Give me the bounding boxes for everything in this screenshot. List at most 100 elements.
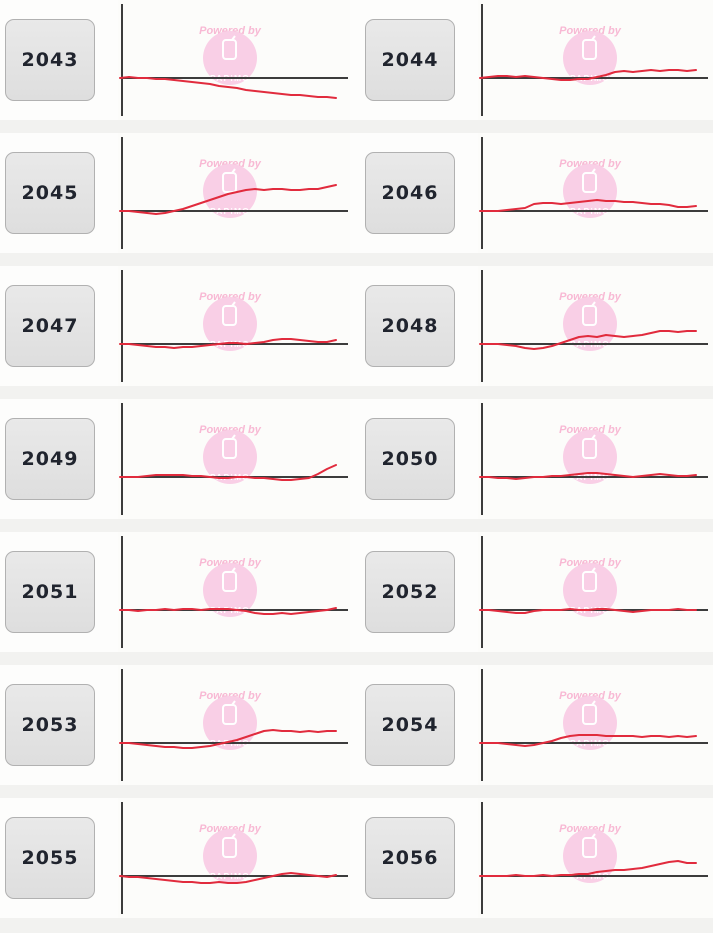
- machine-number-button-2043[interactable]: 2043: [5, 19, 95, 101]
- slump-line: [479, 608, 697, 614]
- powered-by-text: Powered by: [199, 158, 262, 170]
- machine-number-button-2049[interactable]: 2049: [5, 418, 95, 500]
- machine-number-button-2046[interactable]: 2046: [365, 152, 455, 234]
- slump-chart-2056: Powered by PAPiMO: [478, 798, 713, 918]
- machine-row: 2043 Powered by PAPiMO 2044 Powered by PAPiMO: [0, 0, 713, 120]
- machine-number-wrap: 2055: [0, 798, 118, 918]
- machine-number-wrap: 2053: [0, 665, 118, 785]
- slump-chart-2048: Powered by PAPiMO: [478, 266, 713, 386]
- slump-line: [479, 199, 697, 212]
- papimo-phone-icon: [582, 700, 597, 725]
- machine-number-button-2050[interactable]: 2050: [365, 418, 455, 500]
- machine-number-button-2056[interactable]: 2056: [365, 817, 455, 899]
- papimo-phone-icon: [222, 434, 237, 459]
- machine-cell-2049: 2049 Powered by PAPiMO: [0, 399, 350, 519]
- machine-row: 2047 Powered by PAPiMO 2048 Powered by PAPiMO: [0, 266, 713, 386]
- machine-number-button-2053[interactable]: 2053: [5, 684, 95, 766]
- slump-chart-2053: Powered by PAPiMO: [118, 665, 350, 785]
- machine-row: 2049 Powered by PAPiMO 2050 Powered by PAPiMO: [0, 399, 713, 519]
- machine-number-button-2048[interactable]: 2048: [365, 285, 455, 367]
- slump-chart-2051: Powered by PAPiMO: [118, 532, 350, 652]
- powered-by-text: Powered by: [199, 823, 262, 835]
- slump-chart-2049: Powered by PAPiMO: [118, 399, 350, 519]
- powered-by-text: Powered by: [559, 557, 622, 569]
- powered-by-text: Powered by: [559, 25, 622, 37]
- machine-number-wrap: 2044: [360, 0, 478, 120]
- machine-cell-2047: 2047 Powered by PAPiMO: [0, 266, 350, 386]
- machine-row: 2055 Powered by PAPiMO 2056 Powered by PAPiMO: [0, 798, 713, 918]
- machine-cell-2044: 2044 Powered by PAPiMO: [360, 0, 713, 120]
- powered-by-text: Powered by: [559, 690, 622, 702]
- machine-number-wrap: 2046: [360, 133, 478, 253]
- machine-number-wrap: 2047: [0, 266, 118, 386]
- machine-number-button-2051[interactable]: 2051: [5, 551, 95, 633]
- machine-cell-2053: 2053 Powered by PAPiMO: [0, 665, 350, 785]
- slump-chart-2045: Powered by PAPiMO: [118, 133, 350, 253]
- slump-chart-2043: Powered by PAPiMO: [118, 0, 350, 120]
- slump-line: [479, 69, 697, 81]
- papimo-phone-icon: [582, 35, 597, 60]
- slump-chart-2044: Powered by PAPiMO: [478, 0, 713, 120]
- slump-chart-2050: Powered by PAPiMO: [478, 399, 713, 519]
- powered-by-text: Powered by: [199, 291, 262, 303]
- powered-by-text: Powered by: [559, 424, 622, 436]
- slump-line: [119, 338, 337, 349]
- machine-row: 2051 Powered by PAPiMO 2052 Powered by PAPiMO: [0, 532, 713, 652]
- machine-number-button-2044[interactable]: 2044: [365, 19, 455, 101]
- machine-number-button-2055[interactable]: 2055: [5, 817, 95, 899]
- slump-line: [119, 184, 337, 215]
- slump-chart-2054: Powered by PAPiMO: [478, 665, 713, 785]
- machine-number-wrap: 2051: [0, 532, 118, 652]
- machine-row: 2053 Powered by PAPiMO 2054 Powered by PAPiMO: [0, 665, 713, 785]
- machine-number-button-2054[interactable]: 2054: [365, 684, 455, 766]
- slump-line: [479, 860, 697, 877]
- machine-cell-2043: 2043 Powered by PAPiMO: [0, 0, 350, 120]
- papimo-phone-icon: [222, 833, 237, 858]
- machine-number-wrap: 2052: [360, 532, 478, 652]
- slump-chart-2055: Powered by PAPiMO: [118, 798, 350, 918]
- papimo-phone-icon: [582, 833, 597, 858]
- machine-cell-2055: 2055 Powered by PAPiMO: [0, 798, 350, 918]
- machine-number-wrap: 2049: [0, 399, 118, 519]
- machine-number-button-2047[interactable]: 2047: [5, 285, 95, 367]
- powered-by-text: Powered by: [199, 690, 262, 702]
- machine-number-wrap: 2048: [360, 266, 478, 386]
- slump-chart-2052: Powered by PAPiMO: [478, 532, 713, 652]
- slump-line: [119, 607, 337, 615]
- machine-number-button-2045[interactable]: 2045: [5, 152, 95, 234]
- slump-line: [119, 872, 337, 884]
- powered-by-text: Powered by: [559, 291, 622, 303]
- powered-by-text: Powered by: [199, 557, 262, 569]
- machine-cell-2046: 2046 Powered by PAPiMO: [360, 133, 713, 253]
- powered-by-text: Powered by: [199, 25, 262, 37]
- powered-by-text: Powered by: [199, 424, 262, 436]
- slump-line: [119, 729, 337, 749]
- machine-number-button-2052[interactable]: 2052: [365, 551, 455, 633]
- slump-line: [119, 464, 337, 481]
- papimo-phone-icon: [582, 168, 597, 193]
- papimo-phone-icon: [582, 567, 597, 592]
- machine-number-wrap: 2045: [0, 133, 118, 253]
- papimo-phone-icon: [582, 434, 597, 459]
- papimo-phone-icon: [222, 567, 237, 592]
